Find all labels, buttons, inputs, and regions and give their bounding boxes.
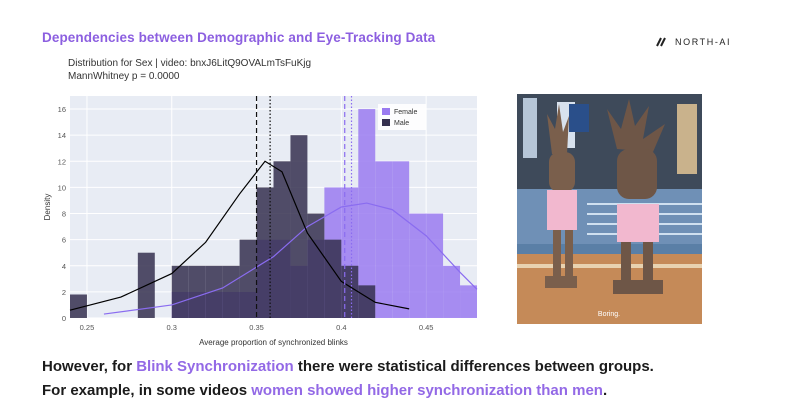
bar-female (375, 161, 393, 318)
y-tick-label: 6 (62, 236, 66, 245)
video-frame-image: Boring. (517, 94, 702, 324)
x-tick-label: 0.35 (249, 323, 264, 332)
bar-male (222, 265, 240, 318)
bar-male (273, 161, 291, 318)
bar-male (358, 285, 376, 318)
bar-female (392, 161, 410, 318)
legend-swatch-male (382, 119, 390, 126)
density-chart: 0 2 4 6 8 10 12 14 16 0.25 0.3 0.35 0.4 0.45 Female Mal… (43, 96, 478, 347)
legend-swatch-female (382, 108, 390, 115)
chart-header: Distribution for Sex | video: bnxJ6LitQ9… (68, 57, 311, 83)
bar-female (460, 285, 477, 318)
y-tick-label: 8 (62, 210, 66, 219)
highlight-blink-sync: Blink Synchronization (136, 358, 294, 375)
kde-line-male (69, 160, 410, 311)
x-tick-label: 0.45 (419, 323, 434, 332)
chart-title: Distribution for Sex | video: bnxJ6LitQ9… (68, 58, 312, 69)
legend-label-female: Female (394, 109, 417, 116)
x-axis-label: Average proportion of synchronized blink… (199, 338, 348, 347)
caption: However, for Blink Synchronization there… (42, 355, 654, 403)
brand-logo: NORTH-AI (656, 37, 731, 47)
video-subtitle: Boring. (598, 311, 620, 318)
y-axis-label: Density (43, 194, 52, 221)
bar-male (290, 135, 308, 318)
caption-line-2: For example, in some videos women showed… (42, 382, 608, 399)
bar-male (239, 239, 257, 318)
bar-female (409, 213, 427, 318)
caption-line-1: However, for Blink Synchronization there… (42, 358, 654, 375)
kde-line-female (103, 202, 478, 315)
bar-female (358, 109, 376, 318)
brand-mark-icon (656, 37, 666, 47)
y-tick-label: 14 (58, 131, 66, 140)
brand-name: NORTH-AI (675, 37, 732, 47)
bar-male (70, 294, 87, 318)
highlight-women-higher: women showed higher synchronization than… (251, 382, 603, 399)
y-tick-label: 2 (62, 288, 66, 297)
bar-male (205, 265, 223, 318)
y-tick-label: 12 (58, 157, 66, 166)
y-tick-label: 4 (62, 262, 66, 271)
bar-male (188, 265, 206, 318)
bar-male (324, 239, 342, 318)
chart: 0 2 4 6 8 10 12 14 16 0.25 0.3 0.35 0.4 0.45 Female Mal… (40, 90, 485, 357)
y-tick-label: 10 (58, 183, 66, 192)
bar-female (443, 265, 461, 318)
bar-male (256, 187, 274, 318)
chart-subtitle: MannWhitney p = 0.0000 (68, 71, 180, 82)
bar-male (307, 213, 325, 318)
slide-title: Dependencies between Demographic and Eye… (42, 30, 436, 45)
bar-female (426, 213, 444, 318)
bar-male (341, 265, 359, 318)
x-tick-label: 0.4 (336, 323, 346, 332)
x-tick-label: 0.3 (167, 323, 177, 332)
x-tick-label: 0.25 (80, 323, 95, 332)
y-tick-label: 0 (62, 314, 66, 323)
bar-male (171, 265, 189, 318)
video-frame-illustration: Boring. (517, 94, 702, 324)
y-tick-label: 16 (58, 105, 66, 114)
legend-label-male: Male (394, 120, 409, 127)
